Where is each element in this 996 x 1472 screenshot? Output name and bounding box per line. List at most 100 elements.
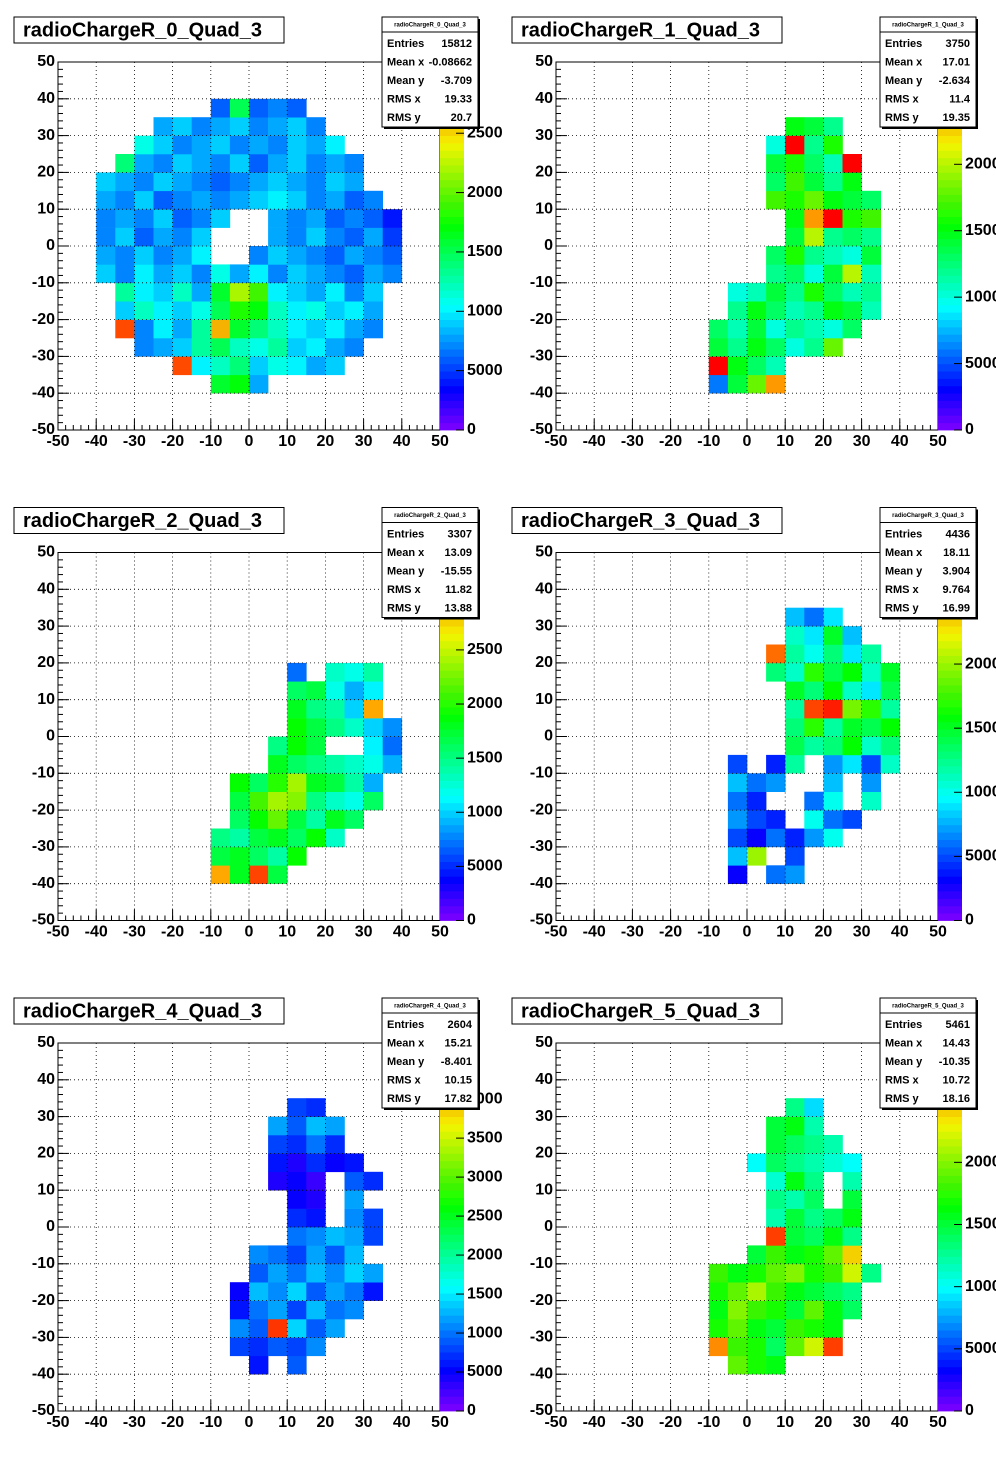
- stats-label: RMS x: [387, 93, 422, 105]
- y-tick-label: -30: [530, 348, 553, 365]
- x-tick-label: -50: [544, 433, 567, 450]
- palette-step: [938, 407, 962, 416]
- cell: [191, 172, 212, 192]
- cell: [325, 718, 345, 737]
- cell: [785, 209, 805, 228]
- x-tick-label: 20: [317, 924, 335, 941]
- cell: [842, 1300, 862, 1320]
- cell: [363, 190, 383, 210]
- cell: [344, 1153, 364, 1173]
- cell: [785, 1171, 805, 1191]
- stats-box: [879, 507, 977, 618]
- cell: [823, 1227, 843, 1246]
- cell: [861, 699, 881, 719]
- palette-step: [938, 707, 962, 715]
- cell: [727, 1263, 748, 1283]
- palette-step: [938, 758, 962, 767]
- cell: [249, 338, 269, 357]
- cell: [842, 1227, 862, 1246]
- y-tick-label: -20: [32, 801, 55, 818]
- cell: [306, 1208, 326, 1228]
- palette-step: [440, 633, 464, 642]
- palette-step: [440, 246, 464, 254]
- cell: [287, 135, 307, 155]
- cell: [115, 227, 135, 247]
- cell: [249, 98, 269, 118]
- palette-step: [440, 1160, 464, 1169]
- palette-step: [440, 238, 464, 247]
- cell: [727, 338, 748, 357]
- x-tick-label: 20: [317, 1414, 335, 1431]
- cell: [804, 718, 824, 737]
- palette-step: [440, 319, 464, 328]
- cell: [382, 246, 403, 265]
- cell: [268, 246, 288, 265]
- palette-step: [938, 810, 962, 818]
- cell: [153, 301, 173, 320]
- y-tick-label: 10: [535, 691, 553, 708]
- palette-step: [938, 363, 962, 372]
- cell: [766, 135, 786, 155]
- cell: [766, 264, 786, 284]
- x-tick-label: -50: [46, 924, 69, 941]
- palette-step: [938, 1182, 962, 1191]
- cell: [268, 736, 288, 756]
- cell: [134, 301, 154, 320]
- cell: [172, 209, 192, 228]
- cell: [306, 1116, 326, 1136]
- palette-step: [440, 135, 464, 144]
- cell: [727, 356, 748, 376]
- palette-step: [938, 846, 962, 855]
- cell: [344, 718, 364, 737]
- cell: [191, 319, 212, 339]
- palette-step: [440, 282, 464, 291]
- palette-step: [440, 1204, 464, 1213]
- cell: [306, 1319, 326, 1338]
- y-tick-label: 20: [535, 164, 553, 181]
- palette-step: [440, 736, 464, 745]
- cell: [344, 264, 364, 284]
- x-tick-label: 0: [245, 433, 254, 450]
- cell: [766, 282, 786, 302]
- cell: [842, 1153, 862, 1173]
- cell: [210, 209, 231, 228]
- panel: -50 -40 -30 -20 -10 0 10 20 30 40 50 -50 -40 -30 -20 -1…: [13, 16, 503, 450]
- cell: [785, 1245, 805, 1265]
- cell: [306, 1171, 326, 1191]
- cell: [153, 154, 173, 173]
- palette-step: [938, 1330, 962, 1338]
- cell: [727, 282, 748, 302]
- palette-step: [938, 142, 962, 151]
- cell: [861, 246, 881, 265]
- cell: [268, 135, 288, 155]
- palette-step: [440, 1278, 464, 1287]
- stats-label: Entries: [885, 528, 922, 540]
- cell: [287, 227, 307, 247]
- palette-step: [938, 135, 962, 144]
- palette-step: [440, 334, 464, 343]
- x-tick-label: 40: [393, 433, 411, 450]
- palette-step: [440, 128, 464, 136]
- palette-step: [440, 1168, 464, 1176]
- palette-step: [938, 1160, 962, 1169]
- title-box: [13, 507, 285, 534]
- x-tick-label: 30: [853, 433, 871, 450]
- y-tick-label: 0: [46, 728, 55, 745]
- y-tick-label: -10: [530, 1255, 553, 1272]
- x-tick-label: 40: [393, 924, 411, 941]
- stats-label: Entries: [387, 1019, 424, 1031]
- stats-label: Mean y: [885, 565, 923, 577]
- cell: [823, 773, 843, 792]
- x-tick-label: -20: [161, 924, 184, 941]
- cell: [785, 1190, 805, 1209]
- cell: [766, 865, 786, 884]
- stats-value: 19.35: [942, 112, 970, 124]
- y-tick-label: 50: [535, 1034, 553, 1051]
- palette-step: [440, 268, 464, 276]
- cell: [804, 1153, 824, 1173]
- cell: [249, 246, 269, 265]
- cell: [172, 282, 192, 302]
- cell: [287, 1337, 307, 1357]
- cell: [785, 172, 805, 192]
- cell: [268, 301, 288, 320]
